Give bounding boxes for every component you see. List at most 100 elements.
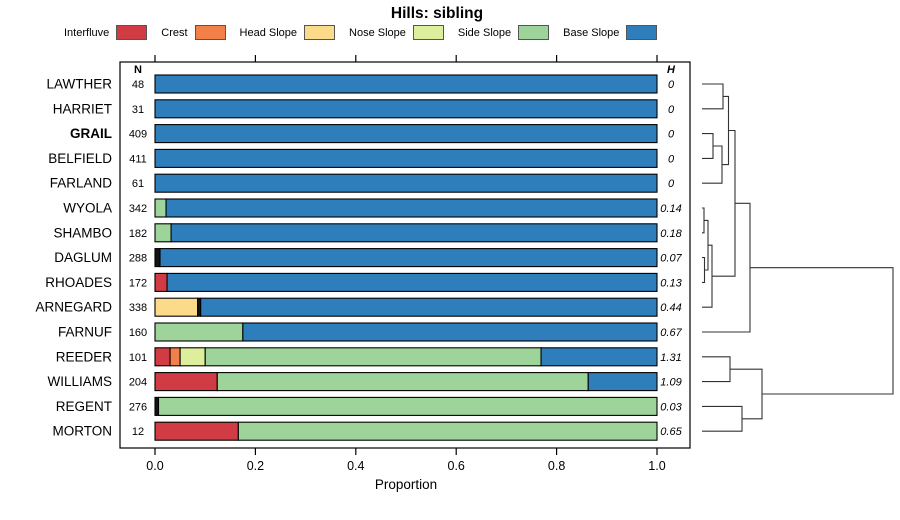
legend-swatch xyxy=(412,25,444,40)
dendrogram-link xyxy=(702,202,751,333)
legend-label: Interfluve xyxy=(64,26,110,39)
dendrogram-link xyxy=(750,267,894,395)
h-value: 0.07 xyxy=(660,253,682,265)
dendrogram-link xyxy=(702,244,713,308)
n-value: 101 xyxy=(129,352,147,364)
row-label: FARLAND xyxy=(50,176,113,191)
n-value: 31 xyxy=(132,104,144,116)
n-value: 288 xyxy=(129,253,147,265)
bar-segment-sliver xyxy=(154,248,161,268)
n-value: 342 xyxy=(129,203,147,215)
x-tick-label: 0.8 xyxy=(548,459,565,473)
bar-segment-side-slope xyxy=(157,396,658,416)
row-label: ARNEGARD xyxy=(35,300,112,315)
row-label: MORTON xyxy=(52,424,112,439)
h-value: 0.14 xyxy=(660,203,681,215)
bar-segment-crest xyxy=(169,347,181,367)
legend-swatch xyxy=(518,25,550,40)
bar-segment-base-slope xyxy=(154,148,658,168)
n-value: 409 xyxy=(129,129,147,141)
n-value: 182 xyxy=(129,228,147,240)
legend-label: Crest xyxy=(161,26,188,39)
h-value: 1.31 xyxy=(660,352,681,364)
bar-segment-base-slope xyxy=(587,372,658,392)
h-value: 0 xyxy=(668,104,675,116)
legend-label: Base Slope xyxy=(563,26,620,39)
x-tick-label: 0.4 xyxy=(347,459,364,473)
n-value: 12 xyxy=(132,426,144,438)
legend-swatch xyxy=(116,25,148,40)
h-value: 0.44 xyxy=(660,302,681,314)
row-label: SHAMBO xyxy=(53,225,112,240)
legend-item-head-slope: Head Slope xyxy=(240,25,336,40)
bar-segment-base-slope xyxy=(170,223,658,243)
dendrogram-link xyxy=(702,257,706,283)
bar-segment-interfluve xyxy=(154,372,218,392)
h-value: 0 xyxy=(668,129,675,141)
n-value: 61 xyxy=(132,178,144,190)
row-label: WILLIAMS xyxy=(47,374,112,389)
bar-segment-interfluve xyxy=(154,421,239,441)
row-label: WYOLA xyxy=(63,201,112,216)
dendrogram-link xyxy=(712,129,736,277)
bar-segment-base-slope xyxy=(242,322,658,342)
legend-label: Head Slope xyxy=(239,26,298,39)
row-label: FARNUF xyxy=(58,325,112,340)
legend: Interfluve Crest Head Slope Nose Slope Side … xyxy=(64,25,658,40)
legend-item-interfluve: Interfluve xyxy=(64,25,148,40)
bar-segment-nose-slope xyxy=(179,347,206,367)
legend-swatch xyxy=(626,25,658,40)
bar-segment-side-slope xyxy=(154,223,172,243)
bar-segment-base-slope xyxy=(154,99,658,119)
dendrogram-link xyxy=(702,405,743,432)
bar-segment-base-slope xyxy=(154,173,658,193)
legend-item-crest: Crest xyxy=(161,25,226,40)
bar-segment-head-slope xyxy=(154,297,199,317)
plot-box xyxy=(119,61,691,449)
bar-segment-base-slope xyxy=(159,248,658,268)
legend-item-nose-slope: Nose Slope xyxy=(349,25,444,40)
h-value: 0 xyxy=(668,79,675,91)
chart-title: Hills: sibling xyxy=(390,5,484,22)
bar-segment-base-slope xyxy=(166,272,658,292)
row-label: DAGLUM xyxy=(54,250,112,265)
legend-item-side-slope: Side Slope xyxy=(457,25,550,40)
n-value: 338 xyxy=(129,302,147,314)
legend-label: Side Slope xyxy=(457,26,512,39)
legend-swatch xyxy=(304,25,336,40)
dendrogram-link xyxy=(702,207,705,234)
x-tick-label: 0.0 xyxy=(146,459,163,473)
x-axis-title: Proportion xyxy=(374,477,438,492)
bar-segment-side-slope xyxy=(154,322,244,342)
h-value: 0.13 xyxy=(660,277,682,289)
dendrogram-link xyxy=(730,368,763,420)
bar-segment-base-slope xyxy=(165,198,658,218)
n-value: 172 xyxy=(129,277,147,289)
bar-segment-base-slope xyxy=(540,347,658,367)
row-label: REEDER xyxy=(56,349,113,364)
n-value: 204 xyxy=(129,377,147,389)
dendrogram-link xyxy=(702,145,723,184)
n-value: 276 xyxy=(129,401,147,413)
x-tick-label: 0.6 xyxy=(448,459,465,473)
h-value: 0 xyxy=(668,178,675,190)
n-value: 160 xyxy=(129,327,147,339)
bar-segment-base-slope xyxy=(154,124,658,144)
dendrogram-link xyxy=(702,83,724,110)
row-label: BELFIELD xyxy=(48,151,112,166)
h-value: 0.65 xyxy=(660,426,682,438)
dendrogram-link xyxy=(702,356,731,383)
x-tick-label: 1.0 xyxy=(648,459,665,473)
bar-segment-side-slope xyxy=(216,372,589,392)
n-column-header: N xyxy=(134,64,142,76)
bar-segment-base-slope xyxy=(154,74,658,94)
n-value: 48 xyxy=(132,79,144,91)
row-label: LAWTHER xyxy=(46,77,112,92)
legend-swatch xyxy=(194,25,226,40)
x-tick-label: 0.2 xyxy=(247,459,264,473)
row-label: GRAIL xyxy=(70,126,112,141)
row-label: RHOADES xyxy=(45,275,112,290)
h-value: 1.09 xyxy=(660,377,681,389)
